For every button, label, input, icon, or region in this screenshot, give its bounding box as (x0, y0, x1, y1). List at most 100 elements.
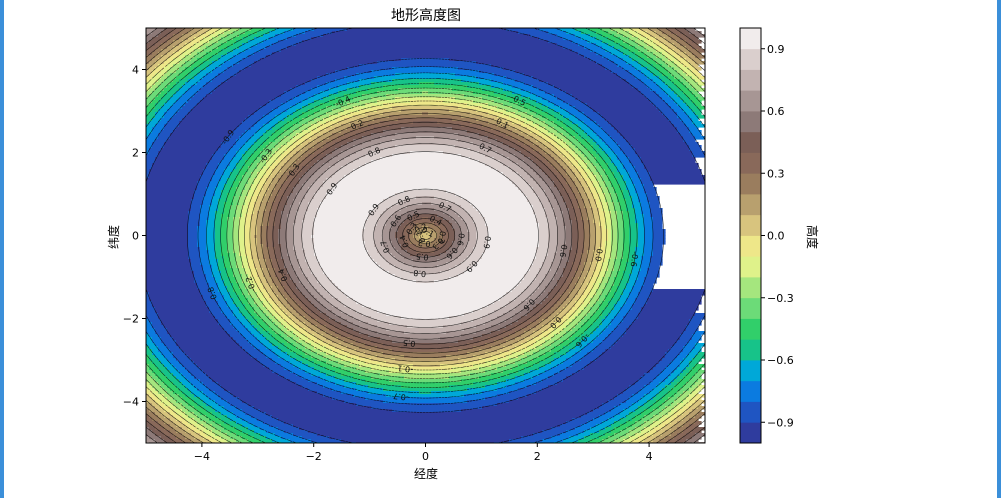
contour-band-cell (308, 115, 321, 119)
contour-band-cell (164, 409, 174, 413)
contour-band-cell (146, 250, 189, 254)
contour-band-cell (533, 364, 546, 368)
contour-band-cell (317, 382, 336, 386)
contour-band-cell (164, 427, 174, 431)
contour-band-cell (692, 409, 702, 413)
contour-band-cell (653, 40, 660, 44)
contour-band-cell (176, 424, 186, 428)
contour-band-cell (455, 211, 468, 215)
contour-band-cell (467, 85, 492, 89)
contour-band-cell (566, 124, 579, 128)
contour-band-cell (191, 265, 204, 269)
contour-band-cell (614, 328, 627, 332)
contour-band-cell (293, 289, 300, 293)
contour-band-cell (371, 349, 393, 353)
contour-band-cell (524, 169, 534, 173)
contour-band-cell (146, 334, 150, 338)
contour-band-cell (263, 268, 270, 272)
contour-band-cell (485, 250, 537, 254)
contour-band-cell (698, 76, 705, 80)
contour-band-cell (197, 427, 207, 431)
contour-band-cell (308, 265, 321, 269)
contour-band-cell (590, 223, 597, 227)
contour-band-cell (383, 112, 423, 116)
contour-band-cell (512, 352, 525, 356)
contour-band-cell (290, 139, 297, 143)
contour-band-cell (206, 277, 216, 281)
contour-band-cell (665, 352, 681, 356)
contour-band-cell (536, 133, 546, 137)
contour-band-cell (251, 226, 258, 230)
contour-band-cell (638, 238, 645, 242)
contour-band-cell (227, 400, 243, 404)
contour-band-cell (554, 358, 567, 362)
contour-band-cell (260, 169, 267, 173)
contour-band-cell (611, 286, 618, 290)
contour-band-cell (257, 256, 264, 260)
contour-band-cell (584, 367, 654, 371)
contour-band-cell (152, 403, 159, 407)
contour-band-cell (593, 148, 603, 152)
contour-band-cell (392, 205, 408, 209)
contour-band-cell (602, 280, 609, 284)
contour-band-cell (566, 367, 585, 371)
contour-band-cell (479, 160, 501, 164)
contour-band-cell (308, 205, 321, 209)
contour-band-cell (602, 265, 609, 269)
contour-band-cell (599, 247, 606, 251)
contour-band-cell (611, 244, 618, 248)
contour-band-cell (170, 136, 228, 140)
contour-band-cell (284, 304, 291, 308)
contour-band-cell (575, 301, 585, 305)
contour-band-cell (299, 259, 306, 263)
contour-band-cell (533, 262, 543, 266)
contour-band-cell (641, 307, 699, 311)
contour-band-cell (494, 310, 510, 314)
contour-band-cell (644, 214, 651, 218)
contour-band-cell (626, 169, 636, 173)
contour-band-cell (383, 241, 393, 245)
contour-band-cell (560, 331, 567, 335)
contour-band-cell (296, 334, 306, 338)
contour-band-cell (437, 259, 453, 263)
contour-band-cell (146, 139, 156, 143)
contour-band-cell (212, 70, 225, 74)
contour-band-cell (242, 280, 249, 284)
contour-band-cell (149, 79, 159, 83)
contour-band-cell (308, 178, 318, 182)
contour-band-cell (506, 325, 516, 329)
contour-band-cell (326, 196, 390, 200)
contour-band-cell (641, 430, 651, 434)
contour-band-cell (254, 142, 264, 146)
contour-band-cell (644, 82, 657, 86)
contour-band-cell (176, 100, 189, 104)
contour-band-cell (485, 322, 501, 326)
contour-band-cell (203, 268, 213, 272)
contour-band-cell (311, 349, 321, 353)
contour-band-cell (227, 301, 234, 305)
contour-band-cell (554, 184, 564, 188)
contour-band-cell (215, 400, 228, 404)
contour-band-cell (311, 88, 330, 92)
contour-band-cell (629, 280, 636, 284)
contour-band-cell (551, 349, 561, 353)
contour-band-cell (158, 391, 168, 395)
contour-band-cell (695, 313, 705, 317)
contour-band-cell (686, 421, 696, 425)
contour-band-cell (269, 271, 276, 275)
contour-band-cell (191, 52, 198, 56)
contour-band-cell (302, 154, 309, 158)
contour-band-cell (305, 196, 315, 200)
contour-band-cell (179, 346, 243, 350)
contour-band-cell (293, 229, 303, 233)
contour-band-cell (224, 187, 231, 191)
contour-band-cell (368, 217, 381, 221)
contour-band-cell (320, 343, 330, 347)
contour-band-cell (380, 136, 417, 140)
contour-band-cell (458, 106, 483, 110)
contour-band-cell (680, 334, 693, 338)
contour-band-cell (335, 382, 357, 386)
contour-band-cell (218, 262, 225, 266)
contour-band-cell (539, 184, 549, 188)
contour-band-cell (356, 367, 372, 371)
